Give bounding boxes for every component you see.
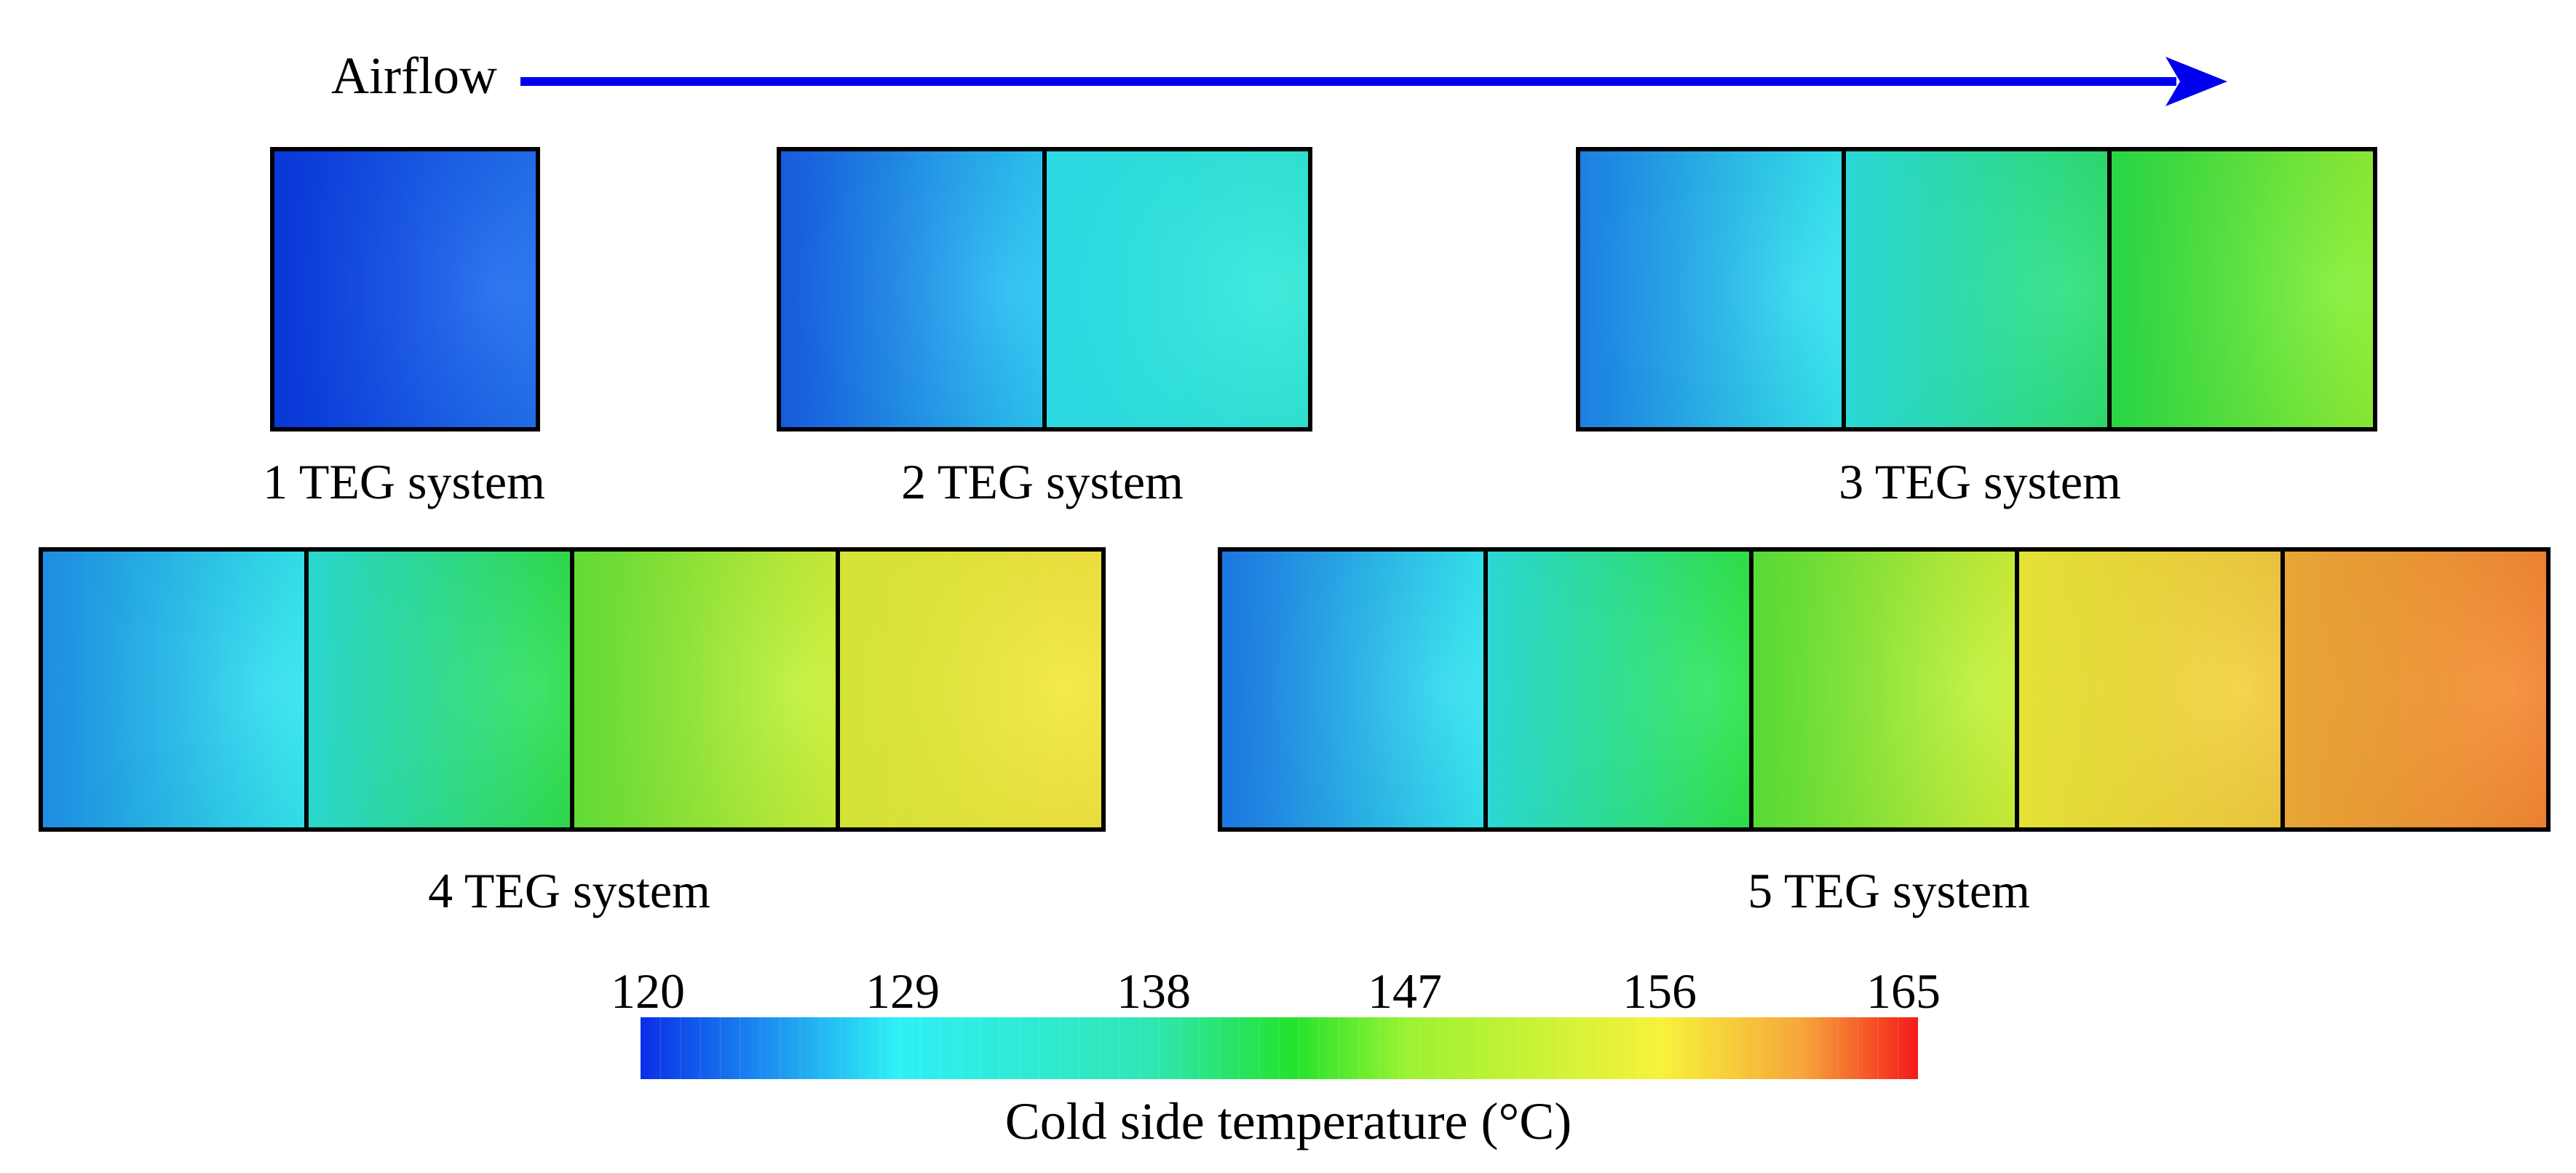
colorbar-tick-129: 129 [865, 963, 940, 1019]
colorbar-label: Cold side temperature (°C) [1005, 1092, 1572, 1150]
teg-system-border [1576, 147, 2377, 432]
colorbar-tick-147: 147 [1368, 963, 1442, 1019]
colorbar-tick-138: 138 [1117, 963, 1191, 1019]
teg-system-4-label: 4 TEG system [428, 863, 710, 918]
teg-system-3 [1576, 147, 2377, 432]
teg-system-5-label: 5 TEG system [1748, 863, 2030, 918]
teg-system-1 [270, 147, 540, 432]
teg-system-2 [777, 147, 1312, 432]
colorbar: 120 129 138 147 156 165 Cold side temper… [611, 963, 1941, 1150]
airflow-label: Airflow [331, 47, 497, 105]
colorbar-tick-156: 156 [1622, 963, 1697, 1019]
colorbar-steps [659, 1017, 1899, 1079]
teg-module-shade-4-2 [306, 549, 572, 830]
teg-module-shade-3-2 [1844, 149, 2109, 429]
colorbar-tick-165: 165 [1866, 963, 1941, 1019]
teg-module-shade-3-3 [2109, 149, 2375, 429]
teg-module-shade-1-1 [272, 149, 538, 429]
teg-module-shade-4-1 [41, 549, 306, 830]
teg-module-shade-2-2 [1045, 149, 1310, 429]
teg-module-shade-4-3 [572, 549, 838, 830]
teg-system-border [270, 147, 540, 432]
teg-system-5 [1218, 547, 2551, 832]
teg-system-border [1218, 547, 2551, 832]
teg-system-2-label: 2 TEG system [901, 454, 1184, 509]
teg-module-shade-5-3 [1751, 549, 2017, 830]
teg-system-4 [39, 547, 1106, 832]
teg-module-shade-4-4 [838, 549, 1103, 830]
teg-system-3-label: 3 TEG system [1839, 454, 2121, 509]
colorbar-tick-120: 120 [611, 963, 685, 1019]
teg-module-shade-5-4 [2017, 549, 2283, 830]
teg-module-shade-2-1 [779, 149, 1045, 429]
teg-system-1-label: 1 TEG system [263, 454, 545, 509]
colorbar-gradient [641, 1017, 1918, 1079]
teg-module-shade-5-5 [2283, 549, 2548, 830]
teg-module-shade-5-1 [1220, 549, 1486, 830]
airflow-indicator: Airflow [331, 47, 2227, 106]
airflow-arrow-head-icon [2165, 57, 2227, 106]
teg-module-shade-3-1 [1578, 149, 1844, 429]
teg-module-shade-5-2 [1486, 549, 1751, 830]
